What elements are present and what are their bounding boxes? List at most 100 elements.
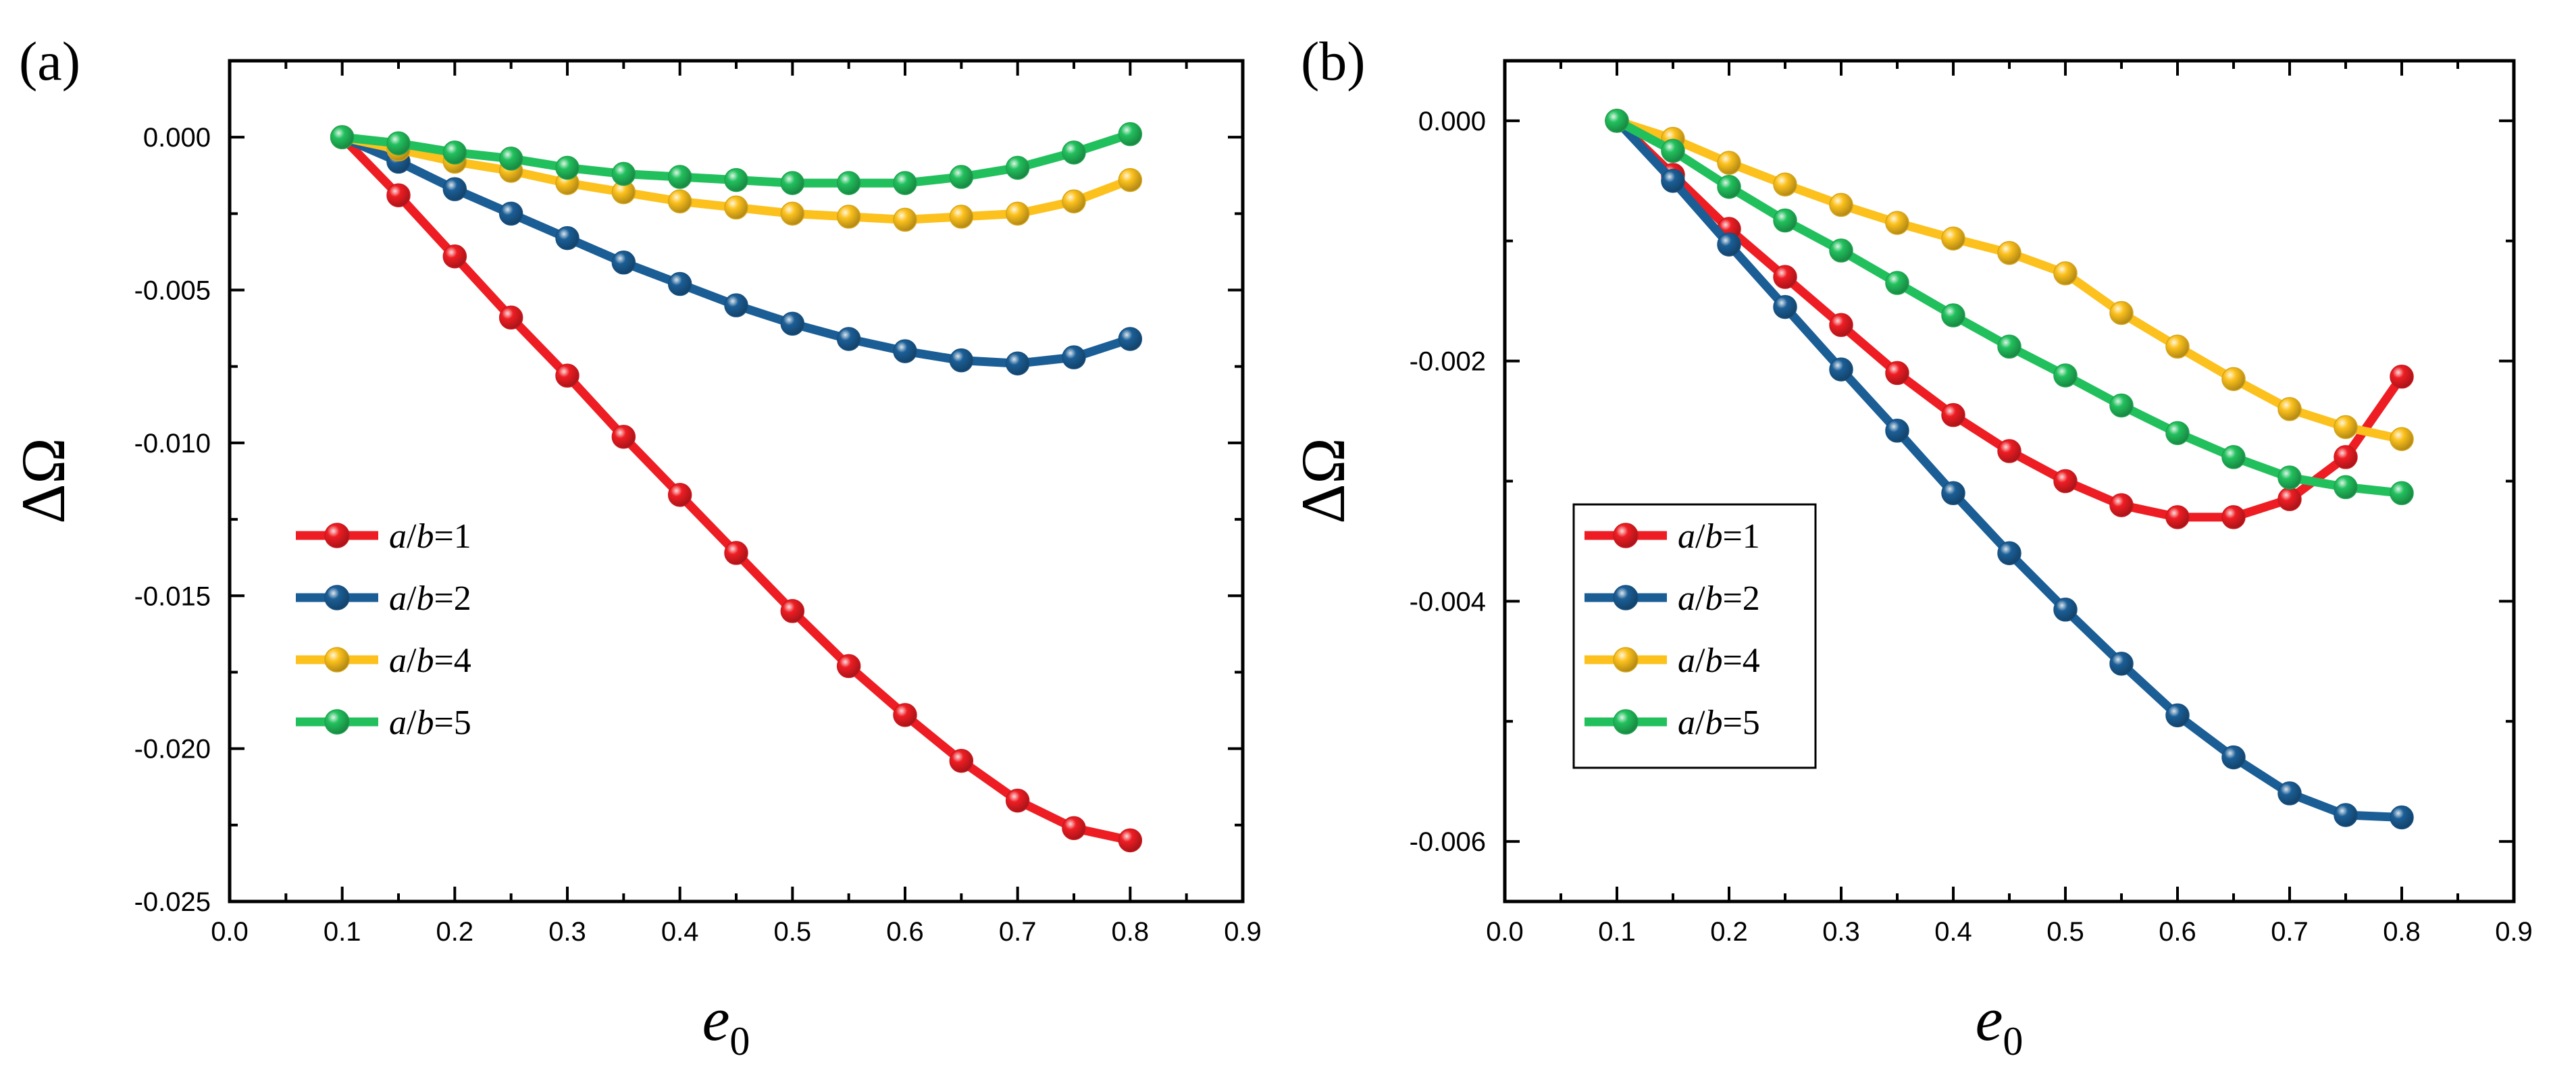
data-point: [2277, 487, 2302, 511]
data-point: [1118, 167, 1143, 192]
data-point: [1062, 816, 1086, 841]
data-point: [893, 703, 917, 727]
data-point: [667, 483, 692, 507]
data-point: [1005, 155, 1030, 180]
x-tick-label: 0.1: [324, 917, 361, 947]
data-point: [2334, 803, 2358, 827]
legend-label: a/b=4: [1678, 642, 1760, 680]
data-point: [2390, 805, 2414, 830]
data-point: [2053, 469, 2078, 494]
data-point: [2221, 445, 2246, 469]
data-point: [2334, 475, 2358, 500]
x-tick-label: 0.2: [1710, 917, 1748, 947]
data-point: [1829, 357, 1853, 382]
data-point: [2277, 781, 2302, 806]
legend-item: a/b=2: [1585, 579, 1760, 618]
data-point: [442, 140, 467, 165]
data-point: [442, 177, 467, 201]
x-tick-label: 0.0: [211, 917, 249, 947]
data-point: [780, 311, 805, 336]
data-point: [724, 293, 748, 317]
y-tick-label: -0.002: [1410, 347, 1486, 377]
y-tick-label: -0.006: [1410, 827, 1486, 857]
data-point: [1717, 151, 1741, 175]
data-point: [2221, 505, 2246, 529]
x-tick-label: 0.6: [886, 917, 924, 947]
data-point: [2053, 261, 2078, 286]
data-point: [1941, 303, 1965, 328]
legend-marker: [324, 709, 350, 735]
panel-b: (b) 0.0 0.1 0.2 0.3 0.4 0.5 0.6 0.7 0.8 0.9 0.000 -0…: [1289, 30, 2533, 1064]
series-4: [330, 122, 1143, 195]
data-point: [836, 205, 861, 229]
data-point: [2165, 505, 2190, 529]
data-point: [1661, 169, 1685, 193]
x-tick-label: 0.8: [1112, 917, 1150, 947]
y-tick-label: -0.010: [134, 429, 211, 459]
data-point: [724, 541, 748, 565]
data-point: [1773, 172, 1797, 197]
data-point: [2390, 365, 2414, 389]
legend-item: a/b=5: [296, 704, 471, 742]
data-point: [1005, 351, 1030, 375]
data-point: [2334, 445, 2358, 469]
data-point: [1118, 327, 1143, 351]
data-point: [893, 207, 917, 232]
data-point: [386, 131, 411, 155]
legend-marker: [324, 523, 350, 548]
legend-label: a/b=5: [389, 704, 471, 742]
data-point: [667, 165, 692, 189]
data-point: [1062, 345, 1086, 369]
data-point: [780, 599, 805, 623]
panel-label: (b): [1301, 30, 1366, 92]
data-point: [555, 363, 579, 388]
legend-label: a/b=2: [1678, 579, 1760, 618]
data-point: [2165, 703, 2190, 728]
data-point: [1885, 211, 1909, 235]
data-point: [1941, 226, 1965, 251]
data-point: [949, 165, 974, 189]
data-point: [442, 244, 467, 269]
legend: a/b=1 a/b=2 a/b=4 a/b=5: [1572, 503, 1817, 769]
data-point: [2053, 363, 2078, 388]
data-point: [893, 171, 917, 195]
data-point: [611, 425, 636, 449]
data-point: [1118, 122, 1143, 147]
data-point: [2221, 367, 2246, 392]
data-point: [1717, 232, 1741, 257]
data-point: [611, 161, 636, 186]
series-3: [1605, 109, 2414, 451]
data-point: [1829, 238, 1853, 263]
data-point: [498, 305, 523, 330]
x-tick-label: 0.0: [1486, 917, 1524, 947]
panel-a: (a) 0.0 0.1 0.2 0.3 0.4 0.5 0.6 0.7 0.8 0.9 0.000 -0…: [9, 30, 1262, 1064]
data-point: [1885, 419, 1909, 443]
series-1: [1605, 109, 2414, 529]
data-point: [2109, 652, 2134, 676]
legend-marker: [1613, 585, 1639, 610]
data-point: [1829, 313, 1853, 338]
data-point: [2053, 598, 2078, 622]
data-point: [1997, 541, 2021, 565]
data-point: [2390, 481, 2414, 506]
x-tick-label: 0.2: [436, 917, 474, 947]
data-point: [498, 201, 523, 226]
data-point: [1118, 828, 1143, 853]
data-point: [836, 327, 861, 351]
data-point: [1773, 294, 1797, 319]
legend-item: a/b=4: [1585, 642, 1760, 680]
legend-marker: [324, 647, 350, 673]
data-point: [1941, 402, 1965, 427]
series-2: [1605, 109, 2414, 830]
x-tick-label: 0.5: [774, 917, 812, 947]
x-tick-label: 0.3: [1822, 917, 1860, 947]
data-point: [330, 125, 355, 149]
legend-label: a/b=2: [389, 579, 471, 618]
data-point: [1997, 334, 2021, 359]
panel-label: (a): [19, 30, 80, 92]
y-tick-label: 0.000: [143, 123, 211, 153]
x-tick-label: 0.3: [548, 917, 586, 947]
data-point: [2221, 745, 2246, 770]
data-point: [1605, 109, 1629, 133]
